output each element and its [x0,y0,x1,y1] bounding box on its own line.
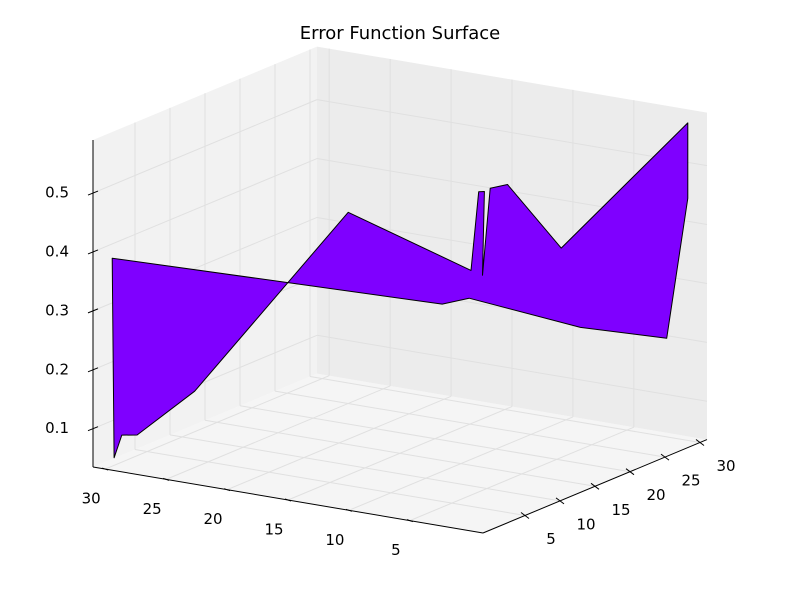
surface [111,122,689,459]
x-tick-label: 20 [204,510,223,528]
grid-line [134,448,526,516]
y-tick-label: 20 [646,486,665,504]
y-tick-label: 10 [576,515,595,533]
x-tick-label: 25 [143,500,162,518]
y-tick-label: 5 [546,530,556,548]
grid-line [204,419,596,487]
x-axis-line [92,466,484,534]
y-axis-line [482,439,708,534]
z-tick-label: 0.2 [45,360,69,378]
y-tick-label: 15 [611,501,630,519]
chart-title: Error Function Surface [300,23,500,44]
y-tick-label: 30 [716,457,735,475]
grid-line [92,158,318,253]
y-tick-label: 25 [681,472,700,490]
grid-line [316,99,708,167]
grid-line [239,405,631,473]
z-tick-label: 0.3 [45,301,69,319]
z-tick-label: 0.5 [45,184,69,202]
x-tick-label: 30 [82,490,101,508]
grid-line [316,334,708,402]
grid-line [169,434,561,502]
z-tick-label: 0.1 [45,419,69,437]
x-tick-label: 5 [391,541,401,559]
grid-line [92,99,318,194]
x-tick-label: 10 [325,531,344,549]
grid-line [274,390,666,458]
grid-line [309,376,701,444]
z-tick-label: 0.4 [45,242,69,260]
x-tick-label: 15 [264,521,283,539]
